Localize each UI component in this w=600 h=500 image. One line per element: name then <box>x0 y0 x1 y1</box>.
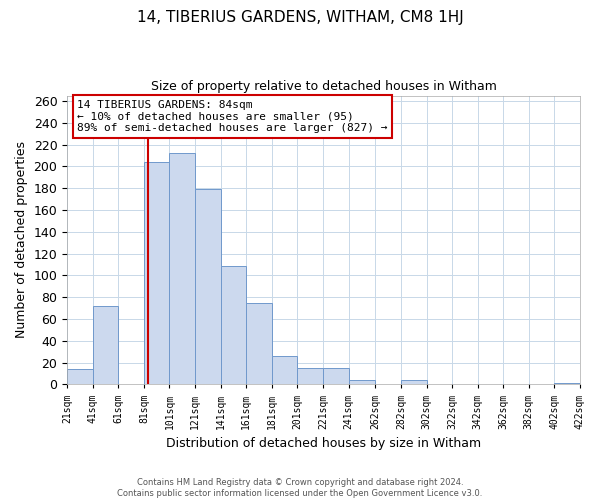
Bar <box>401 380 427 384</box>
Bar <box>67 369 93 384</box>
Text: 14 TIBERIUS GARDENS: 84sqm
← 10% of detached houses are smaller (95)
89% of semi: 14 TIBERIUS GARDENS: 84sqm ← 10% of deta… <box>77 100 388 133</box>
Bar <box>323 368 349 384</box>
Bar <box>169 154 195 384</box>
Bar <box>298 368 323 384</box>
Text: Contains HM Land Registry data © Crown copyright and database right 2024.
Contai: Contains HM Land Registry data © Crown c… <box>118 478 482 498</box>
Bar <box>272 356 298 384</box>
Y-axis label: Number of detached properties: Number of detached properties <box>15 142 28 338</box>
Bar <box>221 266 246 384</box>
Bar <box>93 306 118 384</box>
Bar <box>349 380 376 384</box>
Bar <box>246 302 272 384</box>
Text: 14, TIBERIUS GARDENS, WITHAM, CM8 1HJ: 14, TIBERIUS GARDENS, WITHAM, CM8 1HJ <box>137 10 463 25</box>
X-axis label: Distribution of detached houses by size in Witham: Distribution of detached houses by size … <box>166 437 481 450</box>
Bar <box>195 190 221 384</box>
Bar <box>144 162 169 384</box>
Title: Size of property relative to detached houses in Witham: Size of property relative to detached ho… <box>151 80 497 93</box>
